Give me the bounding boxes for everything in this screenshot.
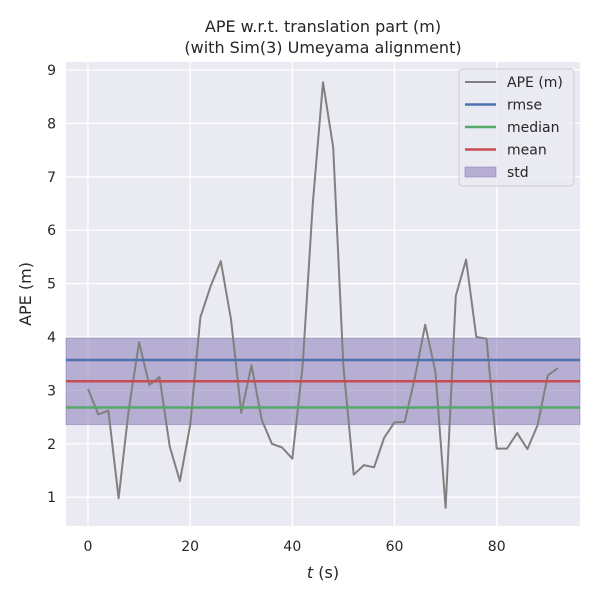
x-tick-label: 20	[181, 539, 199, 555]
x-tick-label: 40	[283, 539, 301, 555]
legend: APE (m) rmse median mean std	[459, 69, 574, 186]
x-tick-label: 60	[386, 539, 404, 555]
y-tick-label: 5	[47, 277, 56, 293]
y-tick-label: 9	[47, 63, 56, 79]
legend-label: median	[507, 120, 559, 136]
chart-subtitle: (with Sim(3) Umeyama alignment)	[184, 38, 461, 57]
y-tick-label: 7	[47, 170, 56, 186]
legend-label: APE (m)	[507, 75, 563, 91]
legend-label: std	[507, 165, 529, 181]
legend-label: mean	[507, 143, 547, 159]
chart-title: APE w.r.t. translation part (m)	[205, 17, 441, 36]
y-tick-label: 1	[47, 490, 56, 506]
x-tick-label: 80	[488, 539, 506, 555]
legend-label: rmse	[507, 98, 542, 114]
y-axis-label: APE (m)	[16, 262, 35, 326]
y-tick-label: 6	[47, 223, 56, 239]
x-tick-label: 0	[84, 539, 93, 555]
y-tick-label: 2	[47, 437, 56, 453]
y-tick-label: 3	[47, 383, 56, 399]
x-axis-label-unit: (s)	[313, 563, 339, 582]
legend-swatch-std	[465, 167, 496, 177]
y-tick-label: 8	[47, 116, 56, 132]
x-axis-label: t (s)	[307, 563, 339, 582]
y-tick-label: 4	[47, 330, 56, 346]
